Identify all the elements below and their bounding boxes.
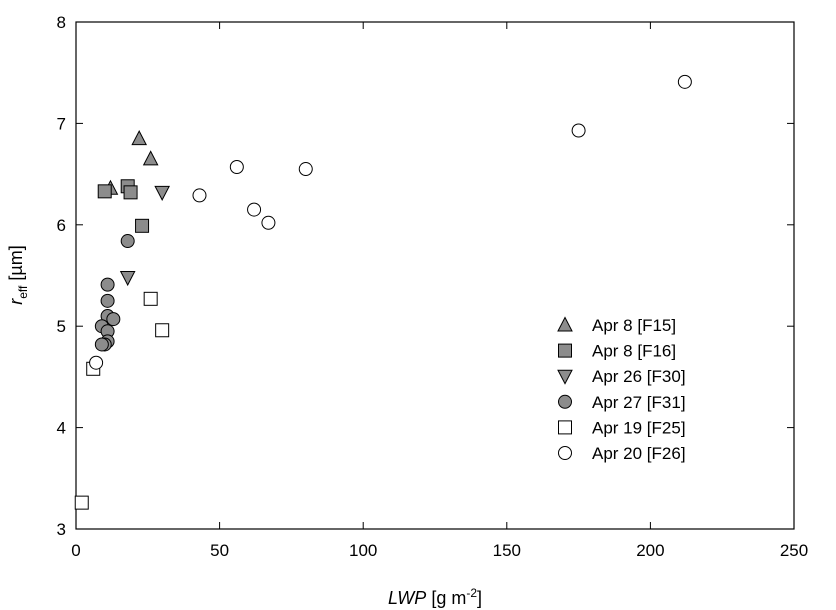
data-point xyxy=(155,323,170,338)
legend-marker xyxy=(557,316,573,332)
legend-marker xyxy=(558,420,572,435)
legend-label: Apr 20 [F26] xyxy=(592,444,686,463)
data-point xyxy=(247,202,262,217)
x-tick-label: 250 xyxy=(780,541,808,560)
legend-marker xyxy=(558,343,572,358)
legend-marker xyxy=(557,369,573,385)
data-point xyxy=(97,184,112,199)
x-tick-label: 50 xyxy=(210,541,229,560)
data-points xyxy=(74,74,692,510)
x-axis-label: LWP [g m-2] xyxy=(388,586,482,608)
axis-ticks xyxy=(75,21,795,530)
plot-frame xyxy=(75,21,795,530)
tick-labels: 0 50 100 150 200 250 3 4 5 6 7 8 xyxy=(57,13,809,560)
data-point xyxy=(192,188,207,203)
x-axis-label-sup: -2 xyxy=(466,586,477,600)
data-point xyxy=(100,277,115,292)
x-tick-label: 150 xyxy=(493,541,521,560)
x-tick-label: 200 xyxy=(636,541,664,560)
y-axis-label-sub: eff xyxy=(16,285,30,299)
x-tick-label: 100 xyxy=(349,541,377,560)
data-point xyxy=(135,218,150,233)
data-point xyxy=(106,312,121,327)
legend-marker xyxy=(558,394,572,409)
data-point xyxy=(94,337,109,352)
legend-label: Apr 8 [F15] xyxy=(592,316,676,335)
data-point xyxy=(261,215,276,230)
data-point xyxy=(131,130,148,146)
data-point xyxy=(100,293,115,308)
y-axis-label-unit: [µm] xyxy=(6,245,26,285)
data-point xyxy=(677,74,692,89)
data-point xyxy=(74,495,89,510)
data-point xyxy=(571,123,586,138)
y-tick-label: 4 xyxy=(57,419,66,438)
y-axis-label-main: r xyxy=(6,298,26,305)
x-axis-label-main: LWP xyxy=(388,588,426,608)
data-point xyxy=(89,355,104,370)
data-point xyxy=(298,162,313,177)
legend-marker xyxy=(558,446,572,460)
y-tick-label: 6 xyxy=(57,216,66,235)
data-point xyxy=(120,234,135,249)
y-tick-label: 7 xyxy=(57,114,66,133)
data-point xyxy=(119,271,136,287)
y-tick-label: 3 xyxy=(57,520,66,539)
x-axis-label-close: ] xyxy=(477,588,482,608)
data-point xyxy=(123,185,138,200)
data-point xyxy=(143,291,158,306)
legend-label: Apr 27 [F31] xyxy=(592,393,686,412)
y-tick-label: 8 xyxy=(57,13,66,32)
legend-label: Apr 26 [F30] xyxy=(592,367,686,386)
y-axis-label: reff [µm] xyxy=(6,245,30,305)
data-point xyxy=(154,185,170,201)
legend-label: Apr 8 [F16] xyxy=(592,342,676,361)
data-point xyxy=(229,160,244,175)
legend-label: Apr 19 [F25] xyxy=(592,418,686,437)
x-tick-label: 0 xyxy=(71,541,80,560)
data-point xyxy=(142,150,159,166)
y-tick-label: 5 xyxy=(57,317,66,336)
x-axis-label-unit: [g m xyxy=(426,588,466,608)
legend: Apr 8 [F15] Apr 8 [F16] Apr 26 [F30] Apr 27… xyxy=(557,316,686,463)
